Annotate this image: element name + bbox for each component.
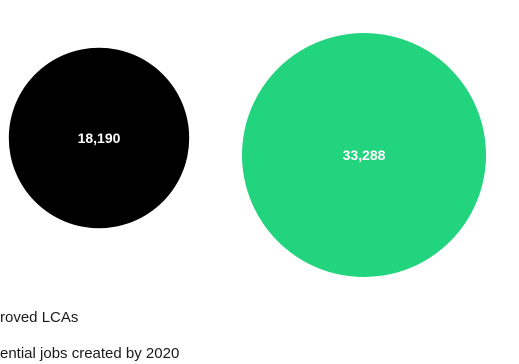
bubble-potential-jobs bbox=[242, 33, 486, 277]
bubble-approved-lcas bbox=[8, 47, 190, 229]
legend-label-potential-jobs: ential jobs created by 2020 bbox=[0, 345, 179, 362]
bubble-label-approved-lcas: 18,190 bbox=[78, 130, 121, 146]
chart-legend: roved LCAs ential jobs created by 2020 bbox=[0, 309, 179, 362]
bubbles-group: 18,190 33,288 bbox=[8, 33, 486, 277]
bubble-label-potential-jobs: 33,288 bbox=[343, 147, 386, 163]
legend-label-approved-lcas: roved LCAs bbox=[0, 309, 78, 326]
